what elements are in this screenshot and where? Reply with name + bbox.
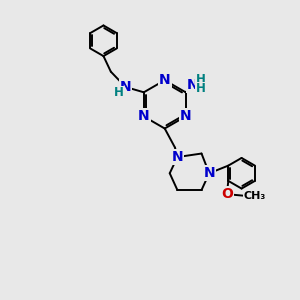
- Text: N: N: [138, 110, 150, 123]
- Text: H: H: [114, 86, 124, 99]
- Text: H: H: [196, 73, 206, 86]
- Text: N: N: [187, 78, 199, 92]
- Text: H: H: [196, 82, 206, 95]
- Text: CH₃: CH₃: [244, 190, 266, 201]
- Text: N: N: [159, 73, 170, 87]
- Text: N: N: [172, 150, 183, 164]
- Text: N: N: [120, 80, 131, 94]
- Text: N: N: [203, 166, 215, 180]
- Text: O: O: [221, 187, 233, 201]
- Text: N: N: [180, 110, 191, 123]
